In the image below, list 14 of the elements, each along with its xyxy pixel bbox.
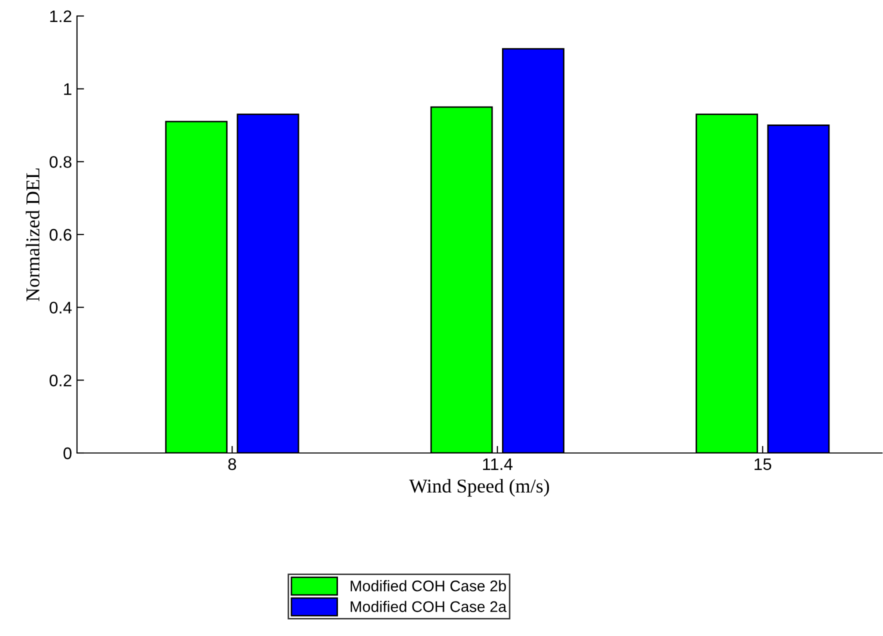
y-tick-label: 0 [64, 447, 72, 460]
y-tick-label: 0.8 [50, 156, 72, 168]
x-axis-title: Wind Speed (m/s) [409, 478, 549, 497]
x-tick-label: 11.4 [483, 458, 513, 470]
x-tick-label: 8 [228, 458, 236, 470]
y-tick-label: 0.2 [50, 374, 72, 386]
x-tick-label: 15 [754, 458, 772, 470]
y-tick-label: 1 [64, 83, 72, 95]
y-tick-label: 1.2 [50, 10, 72, 22]
y-tick-label: 0.6 [50, 228, 72, 241]
y-tick-label: 0.4 [50, 302, 72, 314]
y-axis-title: Normalized DEL [26, 168, 40, 302]
legend-label: Modified COH Case 2b [350, 580, 506, 592]
legend-label: Modified COH Case 2a [350, 600, 507, 612]
